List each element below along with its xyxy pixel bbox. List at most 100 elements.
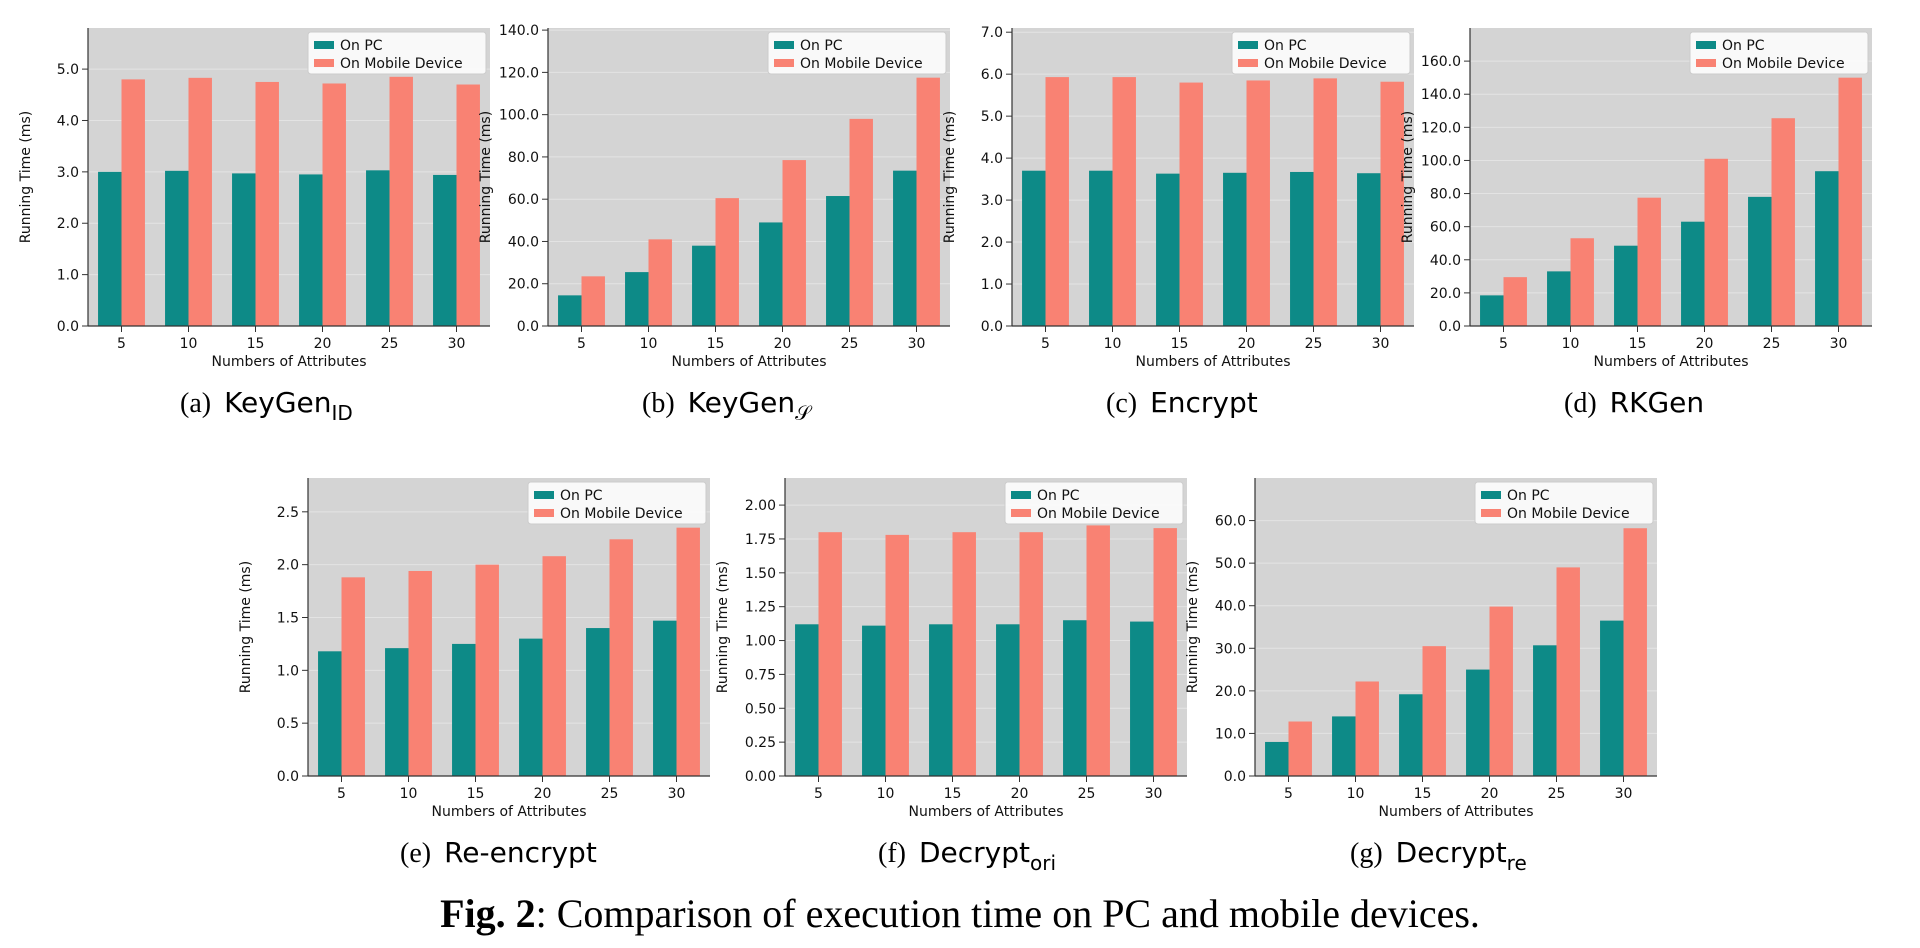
bar-pc-25 <box>1290 171 1314 326</box>
legend-box <box>1689 31 1869 75</box>
bar-pc-30 <box>653 620 677 776</box>
x-tick-label: 20 <box>1696 336 1714 352</box>
bar-mobile-20 <box>782 160 806 326</box>
x-tick-label: 25 <box>1763 336 1781 352</box>
bar-pc-25 <box>586 628 610 776</box>
bar-mobile-25 <box>1313 78 1337 326</box>
y-tick-label: 4.0 <box>981 151 1003 167</box>
bar-mobile-20 <box>1246 80 1270 327</box>
bar-mobile-10 <box>648 239 672 326</box>
bar-pc-15 <box>452 643 476 776</box>
y-tick-label: 20.0 <box>1430 286 1461 302</box>
bar-mobile-25 <box>1771 118 1795 326</box>
x-tick-label: 10 <box>1104 336 1122 352</box>
x-tick-label: 10 <box>1562 336 1580 352</box>
x-tick-label: 15 <box>944 786 962 802</box>
bar-mobile-20 <box>1019 532 1043 776</box>
y-tick-label: 80.0 <box>1430 187 1461 203</box>
bar-pc-10 <box>862 625 886 776</box>
y-tick-label: 0.25 <box>745 735 776 751</box>
legend-label-mobile: On Mobile Device <box>1037 506 1160 522</box>
y-tick-label: 0.75 <box>745 667 776 683</box>
legend-box <box>1474 481 1654 525</box>
figure-caption: Fig. 2: Comparison of execution time on … <box>0 890 1920 938</box>
legend-swatch-pc <box>1011 491 1031 499</box>
y-tick-label: 120.0 <box>499 65 539 81</box>
subcaption-letter: (b) <box>642 388 682 419</box>
bar-pc-20 <box>519 638 543 776</box>
y-tick-label: 1.0 <box>277 663 299 679</box>
x-tick-label: 10 <box>877 786 895 802</box>
legend-box <box>527 481 707 525</box>
bar-mobile-15 <box>1179 82 1203 326</box>
legend-swatch-mobile <box>774 59 794 67</box>
legend-label-mobile: On Mobile Device <box>1722 56 1845 72</box>
bar-pc-25 <box>1533 645 1557 776</box>
x-axis-label: Numbers of Attributes <box>431 804 586 820</box>
y-tick-label: 100.0 <box>1421 153 1461 169</box>
bar-mobile-5 <box>1045 77 1069 326</box>
bar-mobile-30 <box>916 77 940 327</box>
bar-pc-10 <box>1089 170 1113 326</box>
x-tick-label: 20 <box>534 786 552 802</box>
bar-pc-10 <box>165 170 189 326</box>
bar-mobile-5 <box>121 79 145 327</box>
y-tick-label: 1.50 <box>745 566 776 582</box>
subcaption-name: KeyGen <box>224 386 331 419</box>
chart-7: 0.0 10.0 20.0 30.0 40.0 50.0 60.0 5 10 15 20 25 30 Nu… <box>1185 478 1657 875</box>
y-tick-label: 140.0 <box>499 23 539 39</box>
bar-pc-15 <box>232 173 256 326</box>
x-tick-label: 15 <box>707 336 725 352</box>
bar-mobile-25 <box>849 118 873 327</box>
bar-pc-5 <box>558 295 582 326</box>
plot-area <box>88 28 490 326</box>
figure-caption-text: : Comparison of execution time on PC and… <box>535 891 1480 936</box>
legend-label-mobile: On Mobile Device <box>560 506 683 522</box>
legend-swatch-mobile <box>1481 509 1501 517</box>
x-tick-label: 5 <box>577 336 586 352</box>
x-tick-label: 30 <box>1145 786 1163 802</box>
subcaption: (g) Decryptre <box>1350 836 1527 875</box>
bar-pc-20 <box>1466 669 1490 776</box>
bar-pc-25 <box>1063 620 1087 776</box>
bar-pc-30 <box>433 174 457 326</box>
chart-4: 0.0 20.0 40.0 60.0 80.0 100.0 120.0 140.0 160.0 5… <box>1400 28 1872 419</box>
x-tick-label: 30 <box>1615 786 1633 802</box>
bar-pc-30 <box>1815 171 1839 326</box>
bar-mobile-30 <box>1380 81 1404 327</box>
y-tick-label: 20.0 <box>1215 684 1246 700</box>
bar-mobile-15 <box>715 198 739 326</box>
bar-pc-30 <box>1600 620 1624 776</box>
bar-mobile-10 <box>1570 238 1594 326</box>
x-axis-label: Numbers of Attributes <box>1378 804 1533 820</box>
y-tick-label: 30.0 <box>1215 641 1246 657</box>
bar-mobile-5 <box>341 577 365 776</box>
legend-swatch-mobile <box>1238 59 1258 67</box>
legend-label-pc: On PC <box>1507 488 1550 504</box>
x-tick-label: 20 <box>1238 336 1256 352</box>
y-tick-label: 1.25 <box>745 600 776 616</box>
y-axis-label: Running Time (ms) <box>715 561 731 693</box>
bar-mobile-10 <box>1355 681 1379 776</box>
subcaption-name: KeyGen <box>688 386 795 419</box>
y-tick-label: 2.00 <box>745 498 776 514</box>
bar-mobile-5 <box>1503 277 1527 326</box>
bar-mobile-25 <box>1086 525 1110 776</box>
subcaption-subscript: ori <box>1030 851 1056 875</box>
bar-pc-25 <box>366 170 390 326</box>
plot-area <box>1012 28 1414 326</box>
bar-pc-15 <box>929 624 953 776</box>
x-tick-label: 5 <box>814 786 823 802</box>
legend-swatch-mobile <box>534 509 554 517</box>
chart-3: 0.0 1.0 2.0 3.0 4.0 5.0 6.0 7.0 5 10 15 20 25 30 Numbe… <box>942 25 1414 419</box>
bar-pc-20 <box>299 174 323 326</box>
bar-pc-10 <box>1332 716 1356 776</box>
y-axis-label: Running Time (ms) <box>478 111 494 243</box>
bar-pc-10 <box>1547 271 1571 326</box>
bar-mobile-20 <box>322 83 346 326</box>
legend-box <box>307 31 487 75</box>
subcaption-letter: (d) <box>1564 388 1604 419</box>
y-tick-label: 0.0 <box>517 319 539 335</box>
bar-pc-30 <box>893 170 917 326</box>
legend-box <box>1004 481 1184 525</box>
